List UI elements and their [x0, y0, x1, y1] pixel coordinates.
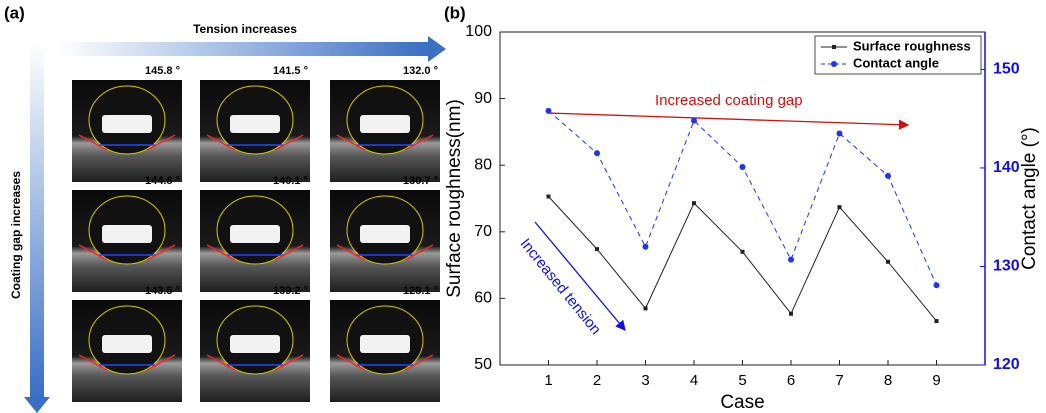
marker [934, 319, 939, 324]
tangent [274, 354, 304, 371]
tangent [146, 354, 176, 371]
x-tick-label: 9 [932, 372, 940, 389]
tangent [336, 354, 366, 371]
marker [788, 256, 794, 263]
legend-label: Contact angle [853, 55, 939, 70]
marker [739, 163, 746, 170]
angle-label: 132.0 ° [403, 65, 438, 77]
tangent [146, 244, 176, 261]
y-tick-label: 100 [465, 23, 492, 40]
y2-tick-label: 150 [993, 61, 1020, 78]
marker [933, 282, 940, 289]
tangent [404, 354, 434, 371]
y-tick-label: 60 [474, 290, 492, 307]
droplet-highlight [360, 115, 410, 133]
panel-label: (a) [4, 3, 25, 22]
angle-label: 130.7 ° [403, 175, 438, 187]
y2-tick-label: 130 [993, 258, 1020, 275]
tangent [336, 134, 366, 151]
x-tick-label: 2 [593, 372, 601, 389]
y2-tick-label: 140 [993, 159, 1020, 176]
marker [740, 249, 745, 254]
angle-label: 139.2 ° [273, 285, 308, 297]
top-label: Tension increases [193, 22, 297, 36]
y-tick-label: 80 [474, 156, 492, 173]
y2-tick-label: 120 [993, 356, 1020, 373]
tangent [206, 244, 236, 261]
tangent [146, 134, 176, 151]
side-label: Coating gap increases [9, 171, 23, 299]
tangent [274, 244, 304, 261]
panel-label: (b) [444, 3, 466, 22]
x-tick-label: 3 [641, 372, 649, 389]
marker [886, 259, 890, 264]
x-tick-label: 5 [738, 372, 746, 389]
arrow-head [428, 36, 446, 62]
tangent [206, 134, 236, 151]
legend-label: Surface roughness [853, 38, 971, 53]
y2-axis-label: Contact angle (°) [1019, 127, 1040, 270]
x-tick-label: 1 [544, 372, 552, 389]
tangent [404, 134, 434, 151]
marker [789, 311, 793, 316]
angle-label: 145.8 ° [145, 65, 180, 77]
x-tick-label: 4 [690, 372, 698, 389]
marker [836, 130, 843, 137]
marker [885, 172, 891, 179]
marker [643, 306, 648, 311]
tangent [78, 244, 108, 261]
angle-label: 144.8 ° [145, 175, 180, 187]
tangent [274, 134, 304, 151]
y-axis-label: Surface roughness(nm) [444, 99, 465, 298]
y-tick-label: 50 [474, 356, 492, 373]
angle-label: 140.1 ° [273, 175, 308, 187]
tangent [78, 134, 108, 151]
legend [814, 35, 982, 75]
droplet-highlight [102, 225, 152, 243]
annotation-arrow [547, 112, 910, 130]
tension-arrow [58, 42, 428, 56]
tangent [78, 354, 108, 371]
tangent [336, 244, 366, 261]
marker [642, 243, 649, 250]
droplet-highlight [102, 115, 152, 133]
arrow-head [24, 397, 50, 413]
marker [837, 205, 842, 210]
droplet-highlight [360, 225, 410, 243]
angle-label: 128.1 ° [403, 285, 438, 297]
x-tick-label: 8 [884, 372, 892, 389]
x-axis-label: Case [720, 392, 764, 413]
series-line [548, 196, 937, 322]
marker [546, 194, 551, 199]
droplet-highlight [230, 335, 280, 353]
marker [691, 117, 697, 124]
legend-marker [832, 45, 836, 49]
y-tick-label: 90 [474, 90, 492, 107]
marker [545, 107, 552, 114]
tangent [206, 354, 236, 371]
droplet-highlight [230, 225, 280, 243]
annotation: Increased coating gap [655, 92, 803, 109]
droplet-highlight [102, 335, 152, 353]
annotation-arrow [534, 221, 626, 331]
marker [594, 150, 600, 157]
marker [692, 201, 696, 206]
series-line [548, 110, 937, 286]
annotation: Increased tension [517, 235, 605, 338]
gap-arrow [30, 42, 44, 397]
angle-label: 143.5 ° [145, 285, 180, 297]
droplet-highlight [360, 335, 410, 353]
x-tick-label: 6 [787, 372, 795, 389]
marker [595, 247, 599, 252]
angle-label: 141.5 ° [273, 65, 308, 77]
legend-marker [831, 61, 837, 67]
tangent [404, 244, 434, 261]
droplet-highlight [230, 115, 280, 133]
x-tick-label: 7 [835, 372, 843, 389]
y-tick-label: 70 [474, 223, 492, 240]
